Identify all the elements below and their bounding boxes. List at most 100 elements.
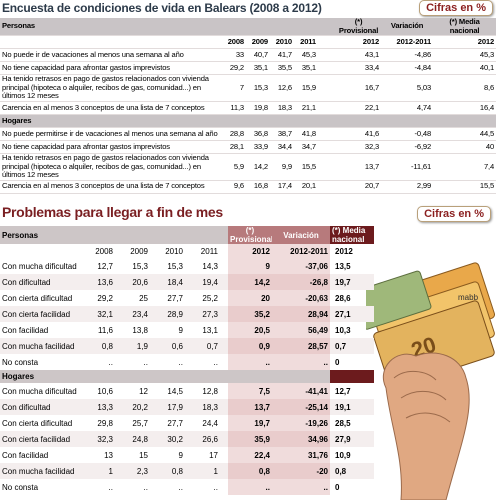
spacer-cell [318, 140, 337, 154]
data-row: Con dificultad 13,3 20,2 17,9 18,3 13,7 -25,14… [0, 399, 374, 415]
cell-value: 27,9 [330, 431, 374, 447]
year-header: 2009 [130, 246, 148, 256]
spacer-cell [220, 322, 228, 338]
data-row: Con mucha facilidad 0,8 1,9 0,6 0,7 0,9 28,57 0… [0, 338, 374, 354]
row-label: Con facilidad [2, 325, 49, 335]
cell-value: 33,4 [336, 61, 382, 76]
cell-value: 5,9 [222, 153, 246, 181]
cell-value: 22,4 [228, 447, 272, 463]
data-row: Con mucha dificultad 10,6 12 14,5 12,8 7,5 -41… [0, 383, 374, 399]
row-label: Con facilidad [2, 450, 49, 460]
cell-value: .. [272, 479, 330, 495]
cell-value: 20,5 [228, 322, 272, 338]
section-name: Hogares [0, 370, 330, 383]
column-group-header: (*) Media nacional [433, 18, 496, 37]
cell-value: -19,26 [272, 415, 330, 431]
cell-value: .. [213, 357, 218, 367]
cell-value: -4,84 [381, 61, 434, 76]
cell-value: 9,9 [270, 153, 294, 181]
spacer-cell [220, 274, 228, 290]
cell-value: 9,6 [222, 180, 246, 194]
cell-value: 8,6 [433, 74, 496, 102]
cell-value: 35,2 [228, 306, 272, 322]
cell-value: 18,4 [150, 274, 185, 290]
cell-value: 13,8 [132, 325, 148, 335]
problems-table: Personas (*) Provisional Variación (*) Medi… [0, 226, 374, 495]
spacer-cell [318, 61, 337, 76]
data-row: Con cierta facilidad 32,3 24,8 30,2 26,6 35,9… [0, 431, 374, 447]
cell-value: 40,1 [433, 61, 496, 76]
spacer-cell [220, 415, 228, 431]
cell-value: 15,3 [167, 261, 183, 271]
year-header: 2008 [95, 246, 113, 256]
cell-value: 35,1 [294, 61, 318, 76]
cell-value: 1,9 [115, 338, 150, 354]
column-group-header: (*) Media nacional [330, 226, 374, 244]
cell-value: .. [228, 354, 272, 370]
cell-value: 13,1 [202, 325, 218, 335]
survey-table: Personas (*) Provisional Variación (*) Medi… [0, 18, 496, 194]
row-label: No puede permitirse ir de vacaciones al … [0, 127, 222, 141]
spacer-cell [318, 127, 337, 141]
cell-value: 20,7 [336, 180, 382, 194]
cell-value: 25,2 [202, 293, 218, 303]
cell-value: 18,3 [270, 101, 294, 115]
section-header-row: Personas (*) Provisional Variación (*) Medi… [0, 18, 496, 37]
data-row: No puede permitirse ir de vacaciones al … [0, 127, 496, 141]
cell-value: 24,8 [115, 431, 150, 447]
cell-value: 11,6 [98, 325, 113, 335]
cell-value: 19,4 [185, 274, 220, 290]
cell-value: 12,7 [97, 261, 113, 271]
year-header: 2012-2011 [272, 244, 330, 258]
cell-value: 28,94 [272, 306, 330, 322]
cell-value: 41,6 [336, 127, 382, 141]
cell-value: -26,8 [272, 274, 330, 290]
section-name: Personas [0, 18, 337, 37]
cell-value: 21,1 [294, 101, 318, 115]
cell-value: .. [143, 482, 148, 492]
cell-value: 9 [178, 450, 183, 460]
cell-value: 10,6 [97, 386, 113, 396]
section-header-row: Personas (*) Provisional Variación (*) Medi… [0, 226, 374, 244]
row-label: Ha tenido retrasos en pago de gastos rel… [0, 74, 222, 102]
column-group-header: Variación [272, 226, 330, 244]
cell-value: 28,1 [222, 140, 246, 154]
problems-title: Problemas para llegar a fin de mes [2, 204, 223, 220]
cell-value: 1 [80, 463, 115, 479]
cell-value: 41,8 [294, 127, 318, 141]
cell-value: 16,4 [433, 101, 496, 115]
spacer-cell [220, 258, 228, 274]
cell-value: 13,3 [80, 399, 115, 415]
year-header: 2011 [294, 35, 318, 50]
cell-value: 16,7 [336, 74, 382, 102]
data-row: Con cierta facilidad 32,1 23,4 28,9 27,3 35,2… [0, 306, 374, 322]
cell-value: -4,86 [381, 48, 434, 63]
spacer-cell [220, 290, 228, 306]
data-row: Con mucha dificultad 12,7 15,3 15,3 14,3 9 -37… [0, 258, 374, 274]
cell-value: 14,2 [246, 153, 270, 181]
cell-value: 15,5 [433, 180, 496, 194]
spacer-cell [220, 399, 228, 415]
cell-value: .. [213, 482, 218, 492]
column-group-header: Variación [381, 18, 434, 37]
cell-value: 45,3 [294, 48, 318, 63]
section-header-row: Hogares [0, 370, 374, 383]
cell-value: 12,6 [270, 74, 294, 102]
cell-value: 15,3 [246, 74, 270, 102]
cell-value: 13,6 [80, 274, 115, 290]
year-header: 2012 [433, 35, 496, 50]
cell-value: 13,7 [228, 399, 272, 415]
cell-value: 7,4 [433, 153, 496, 181]
cell-value: 29,8 [97, 418, 113, 428]
cell-value: 33,9 [246, 140, 270, 154]
row-label: No consta [2, 482, 39, 492]
cell-value: 32,1 [80, 306, 115, 322]
year-header: 2008 [222, 35, 246, 50]
column-group-header: (*) Provisional [228, 226, 272, 244]
cell-value: 28,57 [272, 338, 330, 354]
cell-value: 15,5 [294, 153, 318, 181]
cell-value: 0,6 [150, 338, 185, 354]
badge: Cifras en % [419, 0, 493, 16]
cell-value: 28,5 [335, 418, 351, 428]
